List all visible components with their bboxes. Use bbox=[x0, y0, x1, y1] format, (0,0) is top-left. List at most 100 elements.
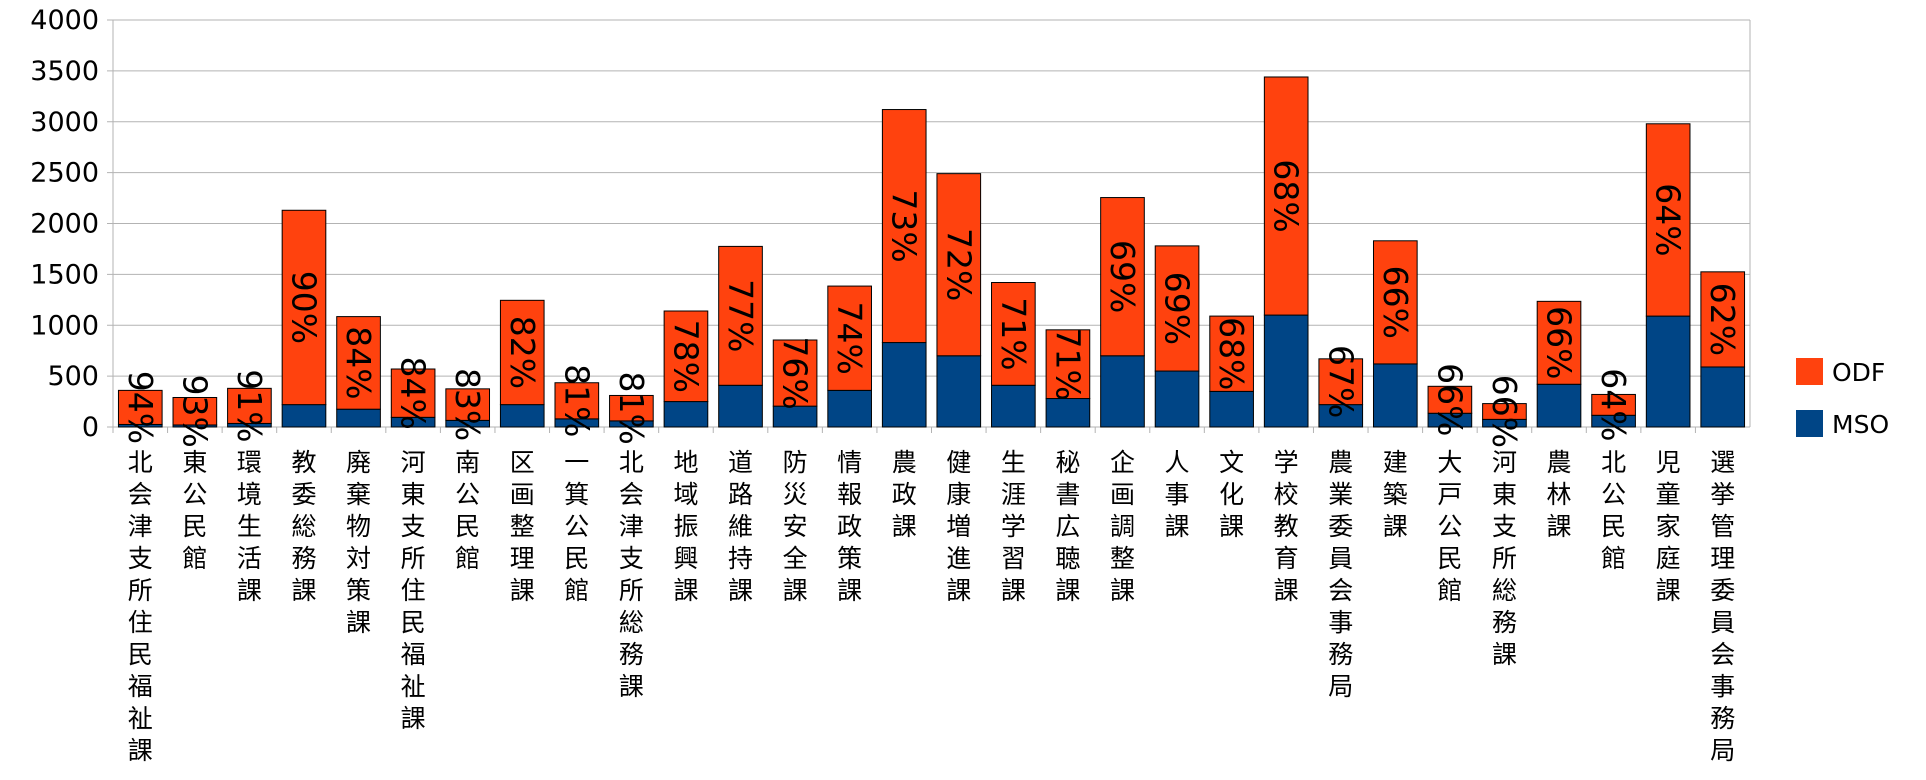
bar-mso bbox=[1045, 398, 1091, 428]
percent-label: 66% bbox=[1485, 375, 1524, 448]
x-tick-label: 健康増進課 bbox=[946, 448, 971, 605]
x-tick-label: 農林課 bbox=[1547, 448, 1572, 541]
bar-odf bbox=[1154, 245, 1200, 372]
bar-odf bbox=[936, 173, 982, 357]
percent-label: 69% bbox=[1158, 272, 1197, 345]
bar-mso bbox=[718, 384, 763, 428]
bar-mso bbox=[881, 342, 927, 428]
bar-odf bbox=[718, 245, 763, 386]
x-tick-label: 河東支所総務課 bbox=[1492, 448, 1517, 669]
bar-mso bbox=[499, 404, 545, 428]
y-tick-label: 0 bbox=[82, 412, 99, 443]
bar-odf bbox=[390, 368, 436, 418]
percent-label: 68% bbox=[1267, 159, 1306, 232]
bar-odf bbox=[1100, 197, 1145, 357]
bar-mso bbox=[1263, 314, 1309, 428]
percent-label: 67% bbox=[1321, 345, 1360, 418]
bar-odf bbox=[499, 299, 545, 406]
bar-mso bbox=[1372, 363, 1418, 428]
bar-mso bbox=[1100, 355, 1145, 428]
bar-odf bbox=[1263, 76, 1309, 316]
bar-mso bbox=[827, 389, 872, 428]
x-tick-label: 道路維持課 bbox=[728, 448, 753, 605]
x-tick-label: 学校教育課 bbox=[1274, 448, 1299, 605]
bar-mso bbox=[336, 408, 381, 428]
percent-label: 91% bbox=[230, 369, 269, 442]
x-tick-label: 農政課 bbox=[892, 448, 917, 541]
percent-label: 74% bbox=[830, 302, 869, 375]
bar-odf bbox=[554, 382, 600, 420]
bar-mso bbox=[1209, 390, 1254, 428]
y-tick-label: 3000 bbox=[30, 107, 99, 138]
legend-swatch-mso bbox=[1796, 410, 1823, 437]
percent-label: 73% bbox=[885, 189, 924, 262]
bar-odf bbox=[1318, 358, 1364, 406]
bar-mso bbox=[1154, 370, 1200, 428]
percent-label: 72% bbox=[939, 228, 978, 301]
y-tick-label: 2000 bbox=[30, 209, 99, 240]
percent-label: 90% bbox=[284, 271, 323, 344]
x-tick-label: 大戸公民館 bbox=[1437, 448, 1462, 605]
x-tick-label: 生涯学習課 bbox=[1001, 448, 1026, 605]
x-tick-label: 選挙管理委員会事務局 bbox=[1710, 448, 1735, 765]
y-tick-label: 1500 bbox=[30, 259, 99, 290]
x-tick-label: 北公民館 bbox=[1601, 448, 1626, 573]
bar-odf bbox=[172, 396, 218, 426]
bar-mso bbox=[281, 404, 327, 428]
percent-label: 66% bbox=[1540, 306, 1579, 379]
percent-label: 64% bbox=[1594, 368, 1633, 441]
legend-label-odf: ODF bbox=[1832, 358, 1885, 387]
percent-label: 82% bbox=[503, 316, 542, 389]
y-axis: 0 500 1000 1500 2000 2500 3000 3500 4000 bbox=[30, 5, 113, 443]
x-tick-label: 東公民館 bbox=[182, 448, 207, 573]
y-tick-label: 1000 bbox=[30, 310, 99, 341]
bar-odf bbox=[827, 285, 872, 391]
bars bbox=[117, 76, 1746, 428]
percent-label: 71% bbox=[994, 297, 1033, 370]
bar-mso bbox=[1536, 383, 1582, 428]
bar-odf bbox=[881, 109, 927, 344]
x-tick-label: 教委総務課 bbox=[291, 448, 316, 605]
percent-label: 94% bbox=[121, 371, 160, 444]
bar-odf bbox=[991, 282, 1036, 386]
percent-label: 83% bbox=[448, 368, 487, 441]
bar-odf bbox=[1536, 300, 1582, 385]
bar-mso bbox=[1700, 366, 1746, 428]
x-tick-label: 廃棄物対策課 bbox=[346, 448, 371, 637]
x-tick-label: 建築課 bbox=[1383, 448, 1408, 541]
percent-label: 69% bbox=[1103, 240, 1142, 313]
x-tick-label: 南公民館 bbox=[455, 448, 480, 573]
x-tick-label: 地域振興課 bbox=[673, 448, 698, 605]
legend-swatch-odf bbox=[1796, 358, 1823, 385]
percent-label: 62% bbox=[1703, 283, 1742, 356]
bar-odf bbox=[1427, 385, 1473, 414]
percent-label: 76% bbox=[776, 336, 815, 409]
bar-odf bbox=[663, 310, 709, 403]
bar-odf bbox=[1372, 240, 1418, 365]
x-tick-label: 河東支所住民福祉課 bbox=[401, 448, 426, 733]
bar-mso bbox=[936, 355, 982, 428]
bar-mso bbox=[1645, 315, 1691, 428]
bar-odf bbox=[336, 316, 381, 410]
x-tick-label: 北会津支所住民福祉課 bbox=[128, 448, 153, 765]
bar-odf bbox=[772, 339, 818, 407]
x-tick-label: 一箕公民館 bbox=[564, 448, 589, 605]
bar-odf bbox=[227, 387, 272, 424]
x-tick-label: 区画整理課 bbox=[510, 448, 535, 605]
bar-odf bbox=[1700, 271, 1746, 368]
percent-label: 77% bbox=[721, 279, 760, 352]
bar-odf bbox=[445, 388, 491, 421]
x-tick-label: 環境生活課 bbox=[237, 448, 262, 605]
bar-mso bbox=[991, 384, 1036, 428]
bar-odf bbox=[1045, 329, 1091, 400]
x-tick-label: 企画調整課 bbox=[1110, 448, 1135, 605]
percent-labels: 94% 93% 91% 90% 84% 84% 83% 82% 81% 81% 78% 77% 76% 7… bbox=[121, 159, 1742, 448]
y-tick-label: 2500 bbox=[30, 158, 99, 189]
y-tick-label: 4000 bbox=[30, 5, 99, 36]
percent-label: 93% bbox=[175, 375, 214, 448]
y-tick-label: 3500 bbox=[30, 56, 99, 87]
percent-label: 68% bbox=[1212, 317, 1251, 390]
bar-odf bbox=[281, 209, 327, 406]
x-tick-label: 文化課 bbox=[1219, 448, 1244, 541]
